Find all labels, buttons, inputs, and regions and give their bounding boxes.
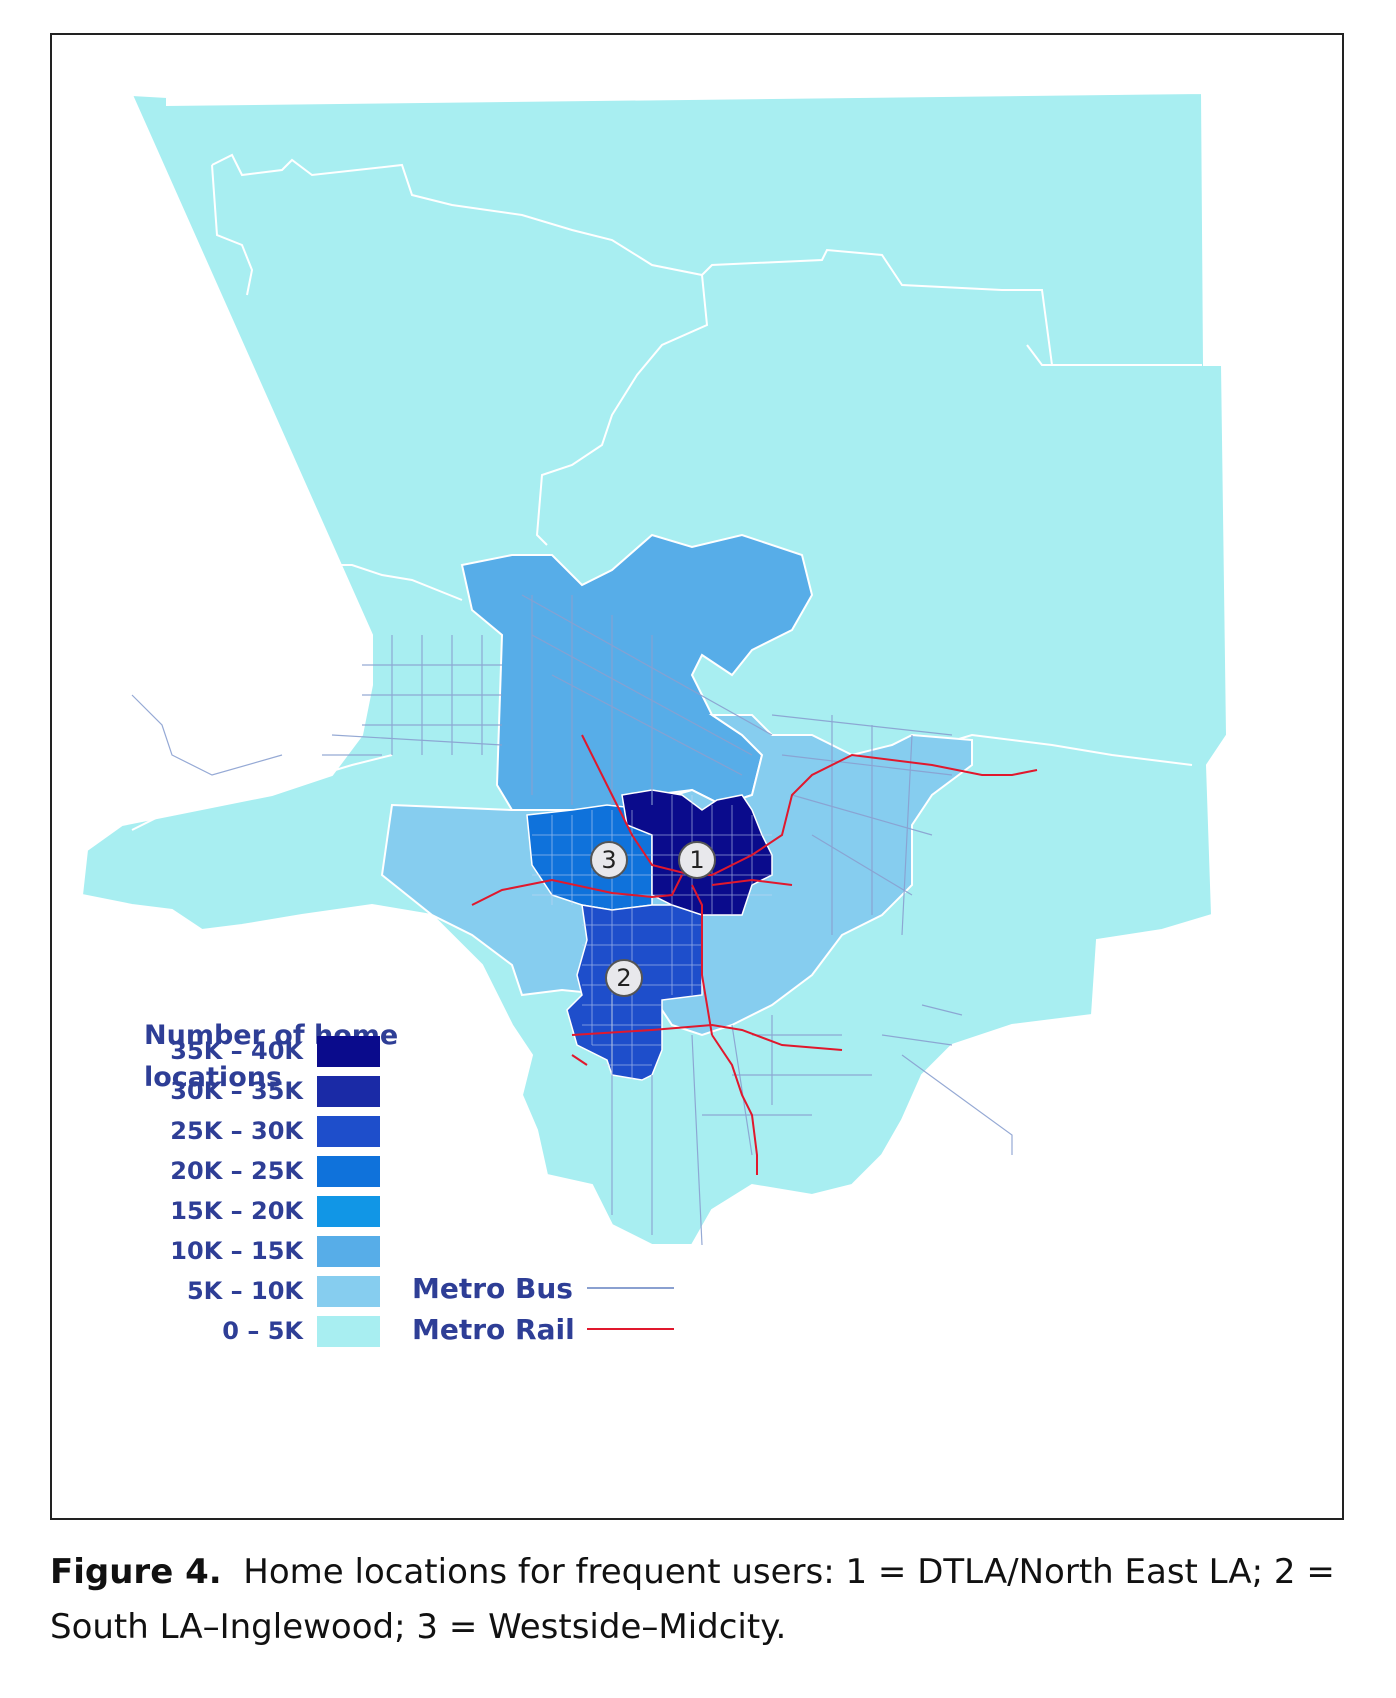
legend-bin-label: 20K – 25K [170,1157,303,1185]
legend-row: 0 – 5K [112,1315,380,1347]
legend-bin-label: 35K – 40K [170,1037,303,1065]
legend-row: 30K – 35K [112,1075,380,1107]
legend-swatch [317,1275,380,1307]
legend-bin-label: 0 – 5K [222,1317,303,1345]
legend-bin-label: 10K – 15K [170,1237,303,1265]
choropleth-map [80,91,1229,1246]
legend-swatch [317,1195,380,1227]
legend-row: 15K – 20K [112,1195,380,1227]
legend-metro-rail-label: Metro Rail [412,1312,575,1346]
legend-metro-bus: Metro Bus [412,1270,674,1306]
legend-swatch [317,1035,380,1067]
metro-rail-network [471,734,1038,1175]
legend-swatch [317,1235,380,1267]
figure-caption: Figure 4. Home locations for frequent us… [50,1545,1350,1655]
legend-swatch [317,1315,380,1347]
legend-metro-bus-line [587,1287,674,1289]
marker-region-3: 3 [590,841,628,879]
legend-metro-rail: Metro Rail [412,1311,674,1347]
legend-metro-bus-label: Metro Bus [412,1271,573,1305]
caption-text: Home locations for frequent users: 1 = D… [50,1552,1335,1647]
legend-row: 25K – 30K [112,1115,380,1147]
legend-swatch [317,1155,380,1187]
legend-metro-rail-line [587,1328,674,1330]
legend-row: 35K – 40K [112,1035,380,1067]
figure-frame: 3 1 2 Number of home locations 35K – 40K… [50,33,1344,1520]
marker-region-1: 1 [678,841,716,879]
legend-row: 10K – 15K [112,1235,380,1267]
legend-bin-label: 30K – 35K [170,1077,303,1105]
legend-swatch [317,1075,380,1107]
legend-bin-label: 15K – 20K [170,1197,303,1225]
marker-region-2: 2 [605,959,643,997]
legend-row: 5K – 10K [112,1275,380,1307]
legend-swatch [317,1115,380,1147]
legend-bin-label: 5K – 10K [186,1277,303,1305]
legend-row: 20K – 25K [112,1155,380,1187]
figure-label: Figure 4. [50,1552,222,1592]
legend-bin-label: 25K – 30K [170,1117,303,1145]
dense-street-grid [532,795,772,1080]
metro-bus-network [131,594,1013,1246]
